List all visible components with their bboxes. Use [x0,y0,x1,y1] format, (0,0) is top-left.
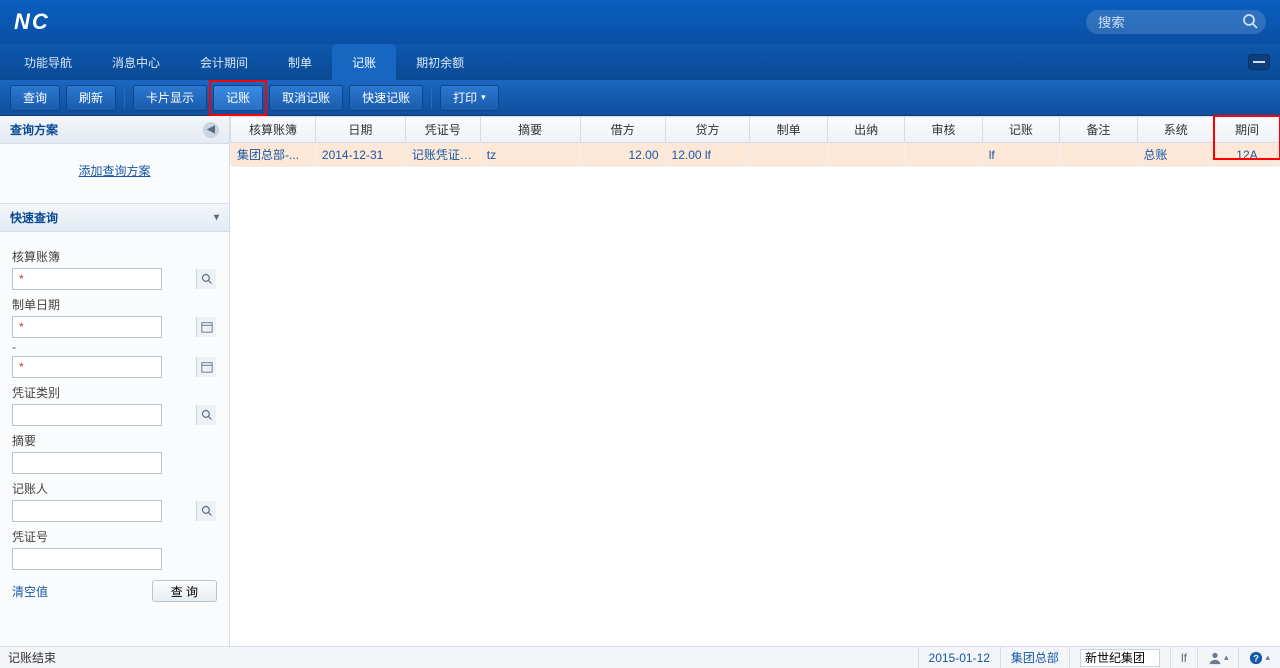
col-header[interactable]: 借方 [580,117,665,143]
calendar-icon[interactable] [196,357,216,377]
col-header[interactable]: 贷方 [665,117,750,143]
date-from-input[interactable] [12,316,162,338]
date-to-input[interactable] [12,356,162,378]
status-org: 集团总部 [1000,647,1069,668]
collapse-panel-icon[interactable]: ◀ [203,122,219,138]
quick-post-button[interactable]: 快速记账 [349,85,423,111]
menu-item-nav[interactable]: 功能导航 [4,44,92,80]
poster-input[interactable] [12,500,162,522]
quick-query-header: 快速查询 ▾ [0,204,229,232]
cell: lf [982,143,1059,167]
voucher-type-label: 凭证类别 [12,384,217,401]
group-input[interactable] [1080,649,1160,667]
menu-item-make[interactable]: 制单 [268,44,332,80]
col-header[interactable]: 摘要 [480,117,580,143]
col-header[interactable]: 审核 [905,117,982,143]
cell: 记账凭证 11 [405,143,480,167]
query-plan-title: 查询方案 [10,121,58,138]
menu-item-message[interactable]: 消息中心 [92,44,180,80]
cell: 2014-12-31 [315,143,405,167]
table-row[interactable]: 集团总部-...2014-12-31记账凭证 11tz12.0012.00 lf… [231,143,1280,167]
cell [1060,143,1137,167]
data-grid-area: 核算账簿日期凭证号摘要借方贷方制单出纳审核记账备注系统期间 集团总部-...20… [230,116,1280,646]
cell: 12A [1214,143,1279,167]
status-group [1069,647,1170,668]
col-header[interactable]: 出纳 [827,117,904,143]
col-header[interactable]: 记账 [982,117,1059,143]
cell [905,143,982,167]
main-menu: 功能导航 消息中心 会计期间 制单 记账 期初余额 [0,44,1280,80]
lookup-icon[interactable] [196,269,216,289]
col-header[interactable]: 备注 [1060,117,1137,143]
query-plan-header: 查询方案 ◀ [0,116,229,144]
cell: 集团总部-... [231,143,316,167]
cell [827,143,904,167]
status-bar: 记账结束 2015-01-12 集团总部 lf ▴ ? ▴ [0,646,1280,668]
status-user: lf [1170,647,1197,668]
date-range-dash: - [12,338,217,356]
window-mode-icon[interactable] [1248,54,1270,70]
col-header[interactable]: 系统 [1137,117,1214,143]
logo: NC [14,9,50,35]
ledger-label: 核算账簿 [12,248,217,265]
poster-label: 记账人 [12,480,217,497]
toolbar: 查询 刷新 卡片显示 记账 取消记账 快速记账 打印▾ [0,80,1280,116]
voucher-table: 核算账簿日期凭证号摘要借方贷方制单出纳审核记账备注系统期间 集团总部-...20… [230,116,1280,167]
post-button[interactable]: 记账 [213,85,263,111]
status-date: 2015-01-12 [918,647,1000,668]
voucher-no-input[interactable] [12,548,162,570]
voucher-no-label: 凭证号 [12,528,217,545]
add-query-plan-link[interactable]: 添加查询方案 [12,154,217,193]
quick-query-title: 快速查询 [10,209,58,226]
calendar-icon[interactable] [196,317,216,337]
user-menu-button[interactable]: ▴ [1197,647,1239,668]
query-button[interactable]: 查询 [10,85,60,111]
menu-item-post[interactable]: 记账 [332,44,396,80]
unpost-button[interactable]: 取消记账 [269,85,343,111]
help-menu-button[interactable]: ? ▴ [1238,647,1280,668]
cell: 12.00 lf [665,143,750,167]
col-header[interactable]: 核算账簿 [231,117,316,143]
top-banner: NC [0,0,1280,44]
chevron-down-icon[interactable]: ▾ [214,212,219,223]
svg-text:?: ? [1254,653,1260,664]
summary-label: 摘要 [12,432,217,449]
col-header[interactable]: 日期 [315,117,405,143]
menu-item-period[interactable]: 会计期间 [180,44,268,80]
col-header[interactable]: 凭证号 [405,117,480,143]
bill-date-label: 制单日期 [12,296,217,313]
ledger-input[interactable] [12,268,162,290]
global-search [1086,10,1266,34]
col-header[interactable]: 制单 [750,117,827,143]
cell: tz [480,143,580,167]
lookup-icon[interactable] [196,501,216,521]
clear-values-link[interactable]: 清空值 [12,583,48,600]
refresh-button[interactable]: 刷新 [66,85,116,111]
status-message: 记账结束 [0,649,918,666]
cell: 总账 [1137,143,1214,167]
cell: 12.00 [580,143,665,167]
card-view-button[interactable]: 卡片显示 [133,85,207,111]
sidebar-query-button[interactable]: 查 询 [152,580,217,602]
voucher-type-input[interactable] [12,404,162,426]
quick-query-form: 核算账簿 制单日期 - 凭证类别 [0,232,229,612]
search-input[interactable] [1086,10,1266,34]
print-button[interactable]: 打印▾ [440,85,499,111]
lookup-icon[interactable] [196,405,216,425]
search-icon[interactable] [1242,13,1260,31]
col-header[interactable]: 期间 [1214,117,1279,143]
summary-input[interactable] [12,452,162,474]
sidebar: 查询方案 ◀ 添加查询方案 快速查询 ▾ 核算账簿 制单日期 [0,116,230,646]
cell [750,143,827,167]
menu-item-opening[interactable]: 期初余额 [396,44,484,80]
